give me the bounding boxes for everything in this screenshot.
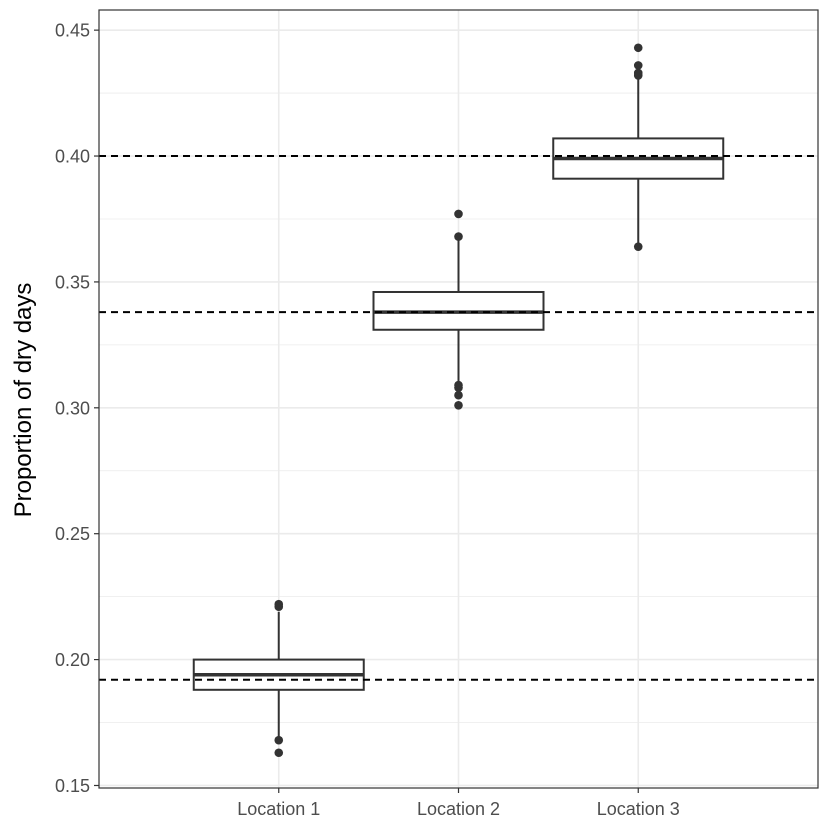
x-tick-label: Location 1	[237, 799, 320, 819]
outlier-point	[274, 599, 284, 609]
y-tick-label: 0.40	[55, 147, 90, 167]
boxplots	[192, 43, 725, 758]
y-tick-label: 0.30	[55, 398, 90, 418]
outlier-point	[454, 209, 463, 219]
y-tick-label: 0.15	[55, 776, 90, 796]
y-tick-label: 0.25	[55, 524, 90, 544]
y-axis: 0.15 0.20 0.25 0.30 0.35 0.40 0.45	[55, 21, 99, 796]
boxplot-3	[552, 43, 725, 251]
x-tick-label: Location 2	[417, 799, 500, 819]
outlier-point	[454, 400, 463, 410]
outlier-point	[274, 735, 284, 745]
outlier-point	[633, 43, 643, 53]
y-tick-label: 0.45	[55, 21, 90, 41]
boxplot-1	[192, 599, 365, 758]
y-tick-label: 0.20	[55, 650, 90, 670]
outlier-point	[454, 380, 463, 390]
outlier-point	[633, 68, 643, 78]
outlier-point	[274, 748, 284, 758]
y-axis-title: Proportion of dry days	[10, 283, 37, 518]
y-tick-label: 0.35	[55, 272, 90, 292]
boxplot-2	[372, 209, 545, 410]
outlier-point	[454, 390, 463, 400]
outlier-point	[454, 232, 463, 241]
outlier-point	[633, 61, 643, 70]
outlier-point	[633, 242, 643, 251]
x-axis: Location 1 Location 2 Location 3	[237, 788, 680, 819]
x-tick-label: Location 3	[597, 799, 680, 819]
